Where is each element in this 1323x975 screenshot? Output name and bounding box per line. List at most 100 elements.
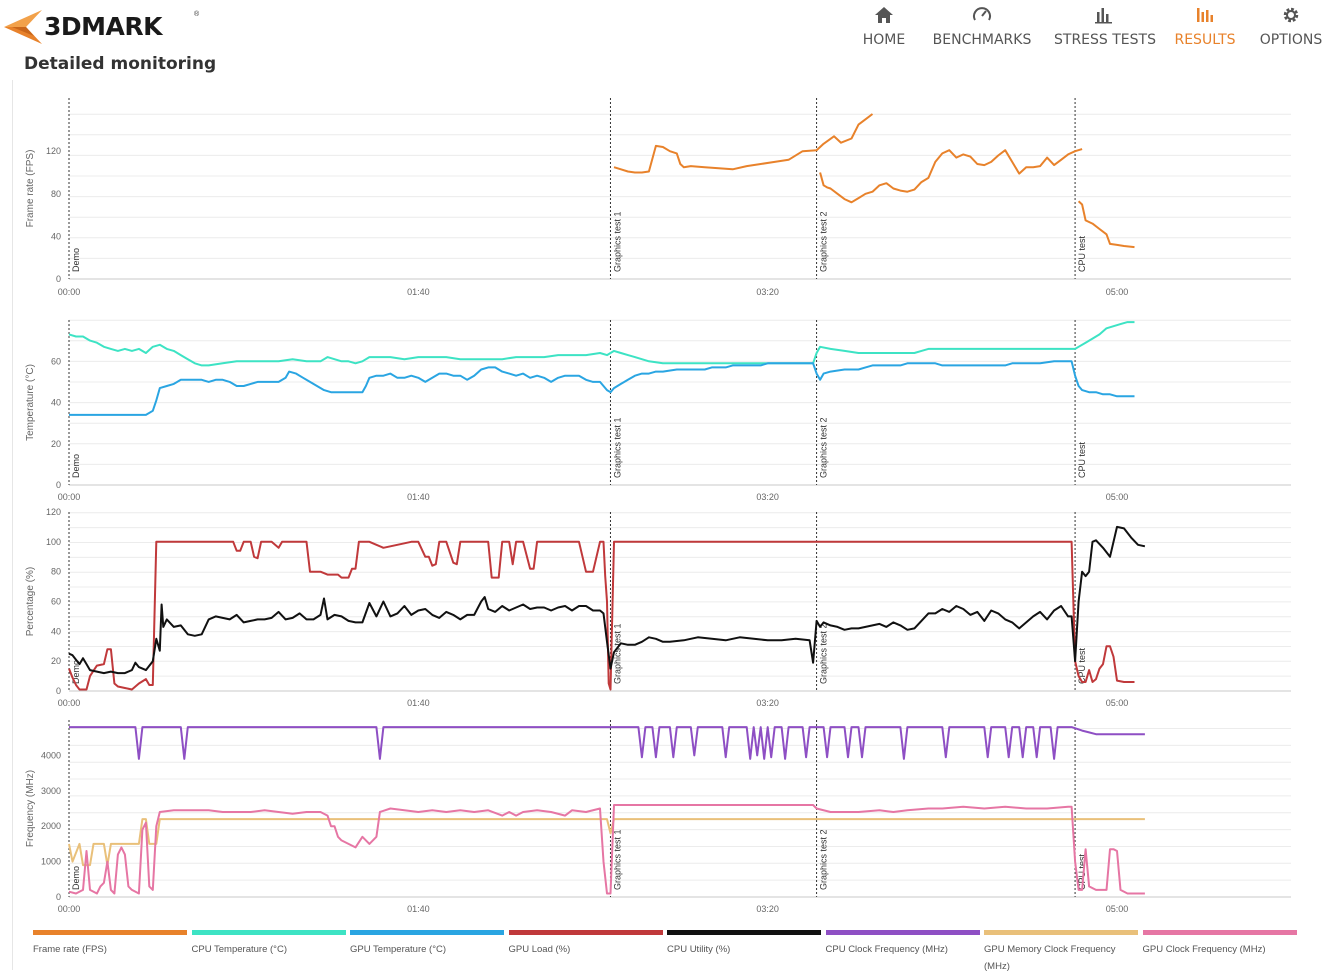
nav-options[interactable]: OPTIONS (1256, 4, 1323, 52)
test-marker-label: Graphics test 1 (612, 829, 622, 890)
y-tick-label: 40 (51, 231, 61, 241)
series-line-fps (1077, 200, 1135, 249)
x-tick-label: 00:00 (58, 904, 81, 914)
x-tick-label: 03:20 (756, 492, 779, 502)
speedometer-icon (930, 4, 1034, 26)
legend-swatch (825, 930, 980, 935)
x-tick-label: 01:40 (407, 287, 430, 297)
nav-options-label: OPTIONS (1259, 32, 1323, 48)
legend-label: CPU Clock Frequency (MHz) (825, 944, 948, 955)
y-tick-label: 0 (56, 892, 61, 902)
y-tick-label: 20 (51, 439, 61, 449)
chart-panel-3: 0 20 40 60 80 100 120 Percentage (%) 00:00 01:40 0… (25, 507, 1291, 708)
legend: Frame rate (FPS) CPU Temperature (°C) GPU … (0, 930, 1323, 972)
legend-swatch (1142, 930, 1297, 935)
legend-label: GPU Memory Clock Frequency (MHz) (984, 944, 1116, 972)
test-marker-label: Graphics test 1 (612, 417, 622, 478)
y-tick-label: 0 (56, 686, 61, 696)
y-tick-label: 100 (46, 537, 61, 547)
test-marker-label: Graphics test 2 (819, 829, 829, 890)
legend-label: GPU Clock Frequency (MHz) (1142, 944, 1266, 955)
test-marker-label: Demo (71, 660, 81, 684)
test-marker-label: CPU test (1077, 853, 1087, 890)
x-tick-label: 00:00 (58, 492, 81, 502)
x-tick-label: 00:00 (58, 287, 81, 297)
test-marker-label: CPU test (1077, 235, 1087, 272)
series-line-cpu-temp (68, 321, 1135, 367)
series-line-gpu-temp (69, 360, 1135, 416)
y-tick-label: 120 (46, 507, 61, 517)
page-title: Detailed monitoring (24, 54, 217, 74)
test-marker-label: CPU test (1077, 647, 1087, 684)
series-line-fps (613, 113, 874, 174)
x-tick-label: 01:40 (407, 492, 430, 502)
y-tick-label: 0 (56, 480, 61, 490)
legend-label: GPU Temperature (°C) (350, 944, 447, 955)
nav-stress-tests[interactable]: STRESS TESTS (1054, 4, 1156, 52)
test-marker-label: Graphics test 1 (612, 623, 622, 684)
y-tick-label: 3000 (41, 786, 61, 796)
legend-label: GPU Load (%) (508, 944, 571, 955)
x-tick-label: 05:00 (1106, 904, 1129, 914)
y-tick-label: 0 (56, 274, 61, 284)
x-tick-label: 03:20 (756, 698, 779, 708)
y-tick-label: 60 (51, 597, 61, 607)
series-line-cpu-clock (69, 726, 1145, 760)
logo-registered-mark: ® (194, 11, 200, 18)
y-tick-label: 80 (51, 189, 61, 199)
test-marker-label: Graphics test 1 (612, 211, 622, 272)
y-tick-label: 2000 (41, 821, 61, 831)
y-tick-label: 1000 (41, 857, 61, 867)
x-tick-label: 00:00 (58, 698, 81, 708)
y-axis-label: Frame rate (FPS) (25, 150, 36, 228)
nav-benchmarks-label: BENCHMARKS (932, 32, 1032, 48)
y-axis-label: Temperature (°C) (25, 364, 36, 441)
test-marker-label: CPU test (1077, 441, 1087, 478)
chart-panel-2: 0 20 40 60 Temperature (°C) 00:00 01:40 03:20 05… (25, 319, 1291, 502)
legend-label: CPU Temperature (°C) (191, 944, 287, 955)
y-tick-label: 40 (51, 398, 61, 408)
top-bar: 3DMARK ® HOME BENCHMARKS STRESS TESTS RE… (0, 0, 1323, 56)
logo (2, 6, 44, 53)
test-marker-label: Graphics test 2 (819, 211, 829, 272)
x-tick-label: 01:40 (407, 698, 430, 708)
legend-swatch (667, 930, 821, 935)
chart-panel-4: 0 1000 2000 3000 4000 Frequency (MHz) 00:00 01:… (25, 720, 1291, 914)
legend-swatch (350, 930, 504, 935)
y-tick-label: 20 (51, 656, 61, 666)
nav-results[interactable]: RESULTS (1172, 4, 1238, 52)
legend-swatch (508, 930, 663, 935)
chart-panel-1: 0 40 80 120 Frame rate (FPS) 00:00 01:40 03:20 0… (25, 98, 1291, 297)
series-line-cpu-util (68, 525, 1146, 675)
x-tick-label: 03:20 (756, 287, 779, 297)
y-axis-label: Frequency (MHz) (25, 770, 36, 847)
x-tick-label: 05:00 (1106, 492, 1129, 502)
home-icon (860, 4, 908, 26)
y-axis-label: Percentage (%) (25, 567, 36, 636)
y-tick-label: 4000 (41, 750, 61, 760)
y-tick-label: 80 (51, 567, 61, 577)
test-marker-label: Demo (71, 866, 81, 890)
logo-icon (4, 10, 42, 44)
nav-home[interactable]: HOME (860, 4, 908, 52)
left-divider (12, 80, 13, 970)
series-line-gpu-mem-clock (68, 818, 1145, 867)
nav-results-label: RESULTS (1174, 32, 1236, 48)
series-line-fps (819, 148, 1083, 204)
legend-swatch (191, 930, 346, 935)
x-tick-label: 05:00 (1106, 698, 1129, 708)
x-tick-label: 05:00 (1106, 287, 1129, 297)
y-tick-label: 120 (46, 146, 61, 156)
legend-label: CPU Utility (%) (667, 944, 731, 955)
legend-label: Frame rate (FPS) (33, 944, 107, 955)
series-line-gpu-load (68, 540, 1135, 691)
test-marker-label: Graphics test 2 (819, 623, 829, 684)
series-line-gpu-clock (68, 804, 1145, 895)
y-tick-label: 60 (51, 356, 61, 366)
test-marker-label: Demo (71, 454, 81, 478)
nav-stress-tests-label: STRESS TESTS (1054, 32, 1156, 48)
results-icon (1172, 4, 1238, 26)
bar-chart-icon (1054, 4, 1154, 26)
nav-benchmarks[interactable]: BENCHMARKS (930, 4, 1034, 52)
